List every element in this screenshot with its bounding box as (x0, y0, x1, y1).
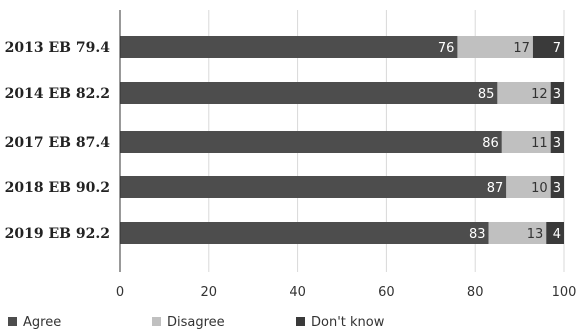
legend-label: Don't know (311, 315, 385, 330)
data-label: 13 (527, 227, 544, 242)
bar-disagree (497, 82, 551, 104)
data-label: 11 (531, 136, 548, 151)
legend-swatch-agree (8, 317, 17, 326)
data-label: 10 (531, 181, 548, 196)
category-label: 2017 EB 87.4 (5, 135, 111, 151)
bar-agree (120, 82, 498, 104)
bar-agree (120, 131, 502, 153)
data-label: 83 (469, 227, 486, 242)
data-label: 17 (513, 41, 530, 56)
x-tick-label-40: 40 (289, 285, 306, 300)
bar-agree (120, 222, 489, 244)
category-label: 2018 EB 90.2 (5, 180, 110, 196)
category-label: 2019 EB 92.2 (5, 226, 110, 242)
bar-disagree (488, 222, 547, 244)
data-label: 3 (553, 87, 561, 102)
bar-disagree (506, 176, 551, 198)
x-tick-label-0: 0 (116, 285, 124, 300)
bar-don-t-know (550, 176, 564, 198)
data-label: 12 (531, 87, 548, 102)
bar-don-t-know (550, 131, 564, 153)
data-label: 3 (553, 181, 561, 196)
bar-disagree (501, 131, 551, 153)
bar-don-t-know (532, 36, 564, 58)
bar-don-t-know (550, 82, 564, 104)
data-label: 85 (478, 87, 495, 102)
legend-label: Disagree (167, 315, 225, 330)
data-label: 86 (482, 136, 499, 151)
legend-label: Agree (23, 315, 61, 330)
bars-group: 76 17 7 85 12 3 86 11 3 87 10 3 83 13 4 (120, 36, 564, 244)
data-label: 87 (487, 181, 504, 196)
x-tick-label-80: 80 (467, 285, 484, 300)
category-label: 2013 EB 79.4 (5, 40, 111, 56)
legend-swatch-disagree (152, 317, 161, 326)
x-tick-label-100: 100 (552, 285, 577, 300)
data-label: 3 (553, 136, 561, 151)
data-label: 76 (438, 41, 455, 56)
bar-agree (120, 36, 458, 58)
bar-agree (120, 176, 507, 198)
data-label: 7 (553, 41, 561, 56)
category-label: 2014 EB 82.2 (5, 86, 110, 102)
data-label: 4 (553, 227, 561, 242)
x-tick-label-60: 60 (378, 285, 395, 300)
legend: Agree Disagree Don't know (8, 315, 385, 330)
bar-don-t-know (546, 222, 564, 244)
x-tick-label-20: 20 (201, 285, 218, 300)
legend-swatch-don-t-know (296, 317, 305, 326)
bar-disagree (457, 36, 533, 58)
category-labels: 2013 EB 79.4 2014 EB 82.2 2017 EB 87.4 2018… (5, 40, 111, 242)
x-axis-ticks: 0 20 40 60 80 100 (116, 285, 577, 300)
